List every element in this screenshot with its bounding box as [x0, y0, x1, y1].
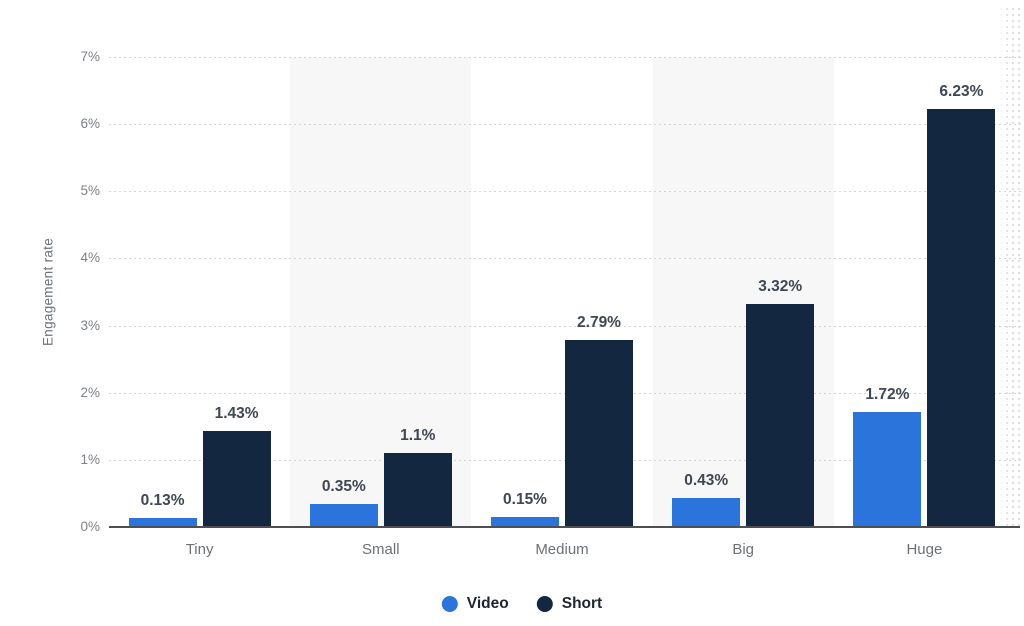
value-label-short-tiny: 1.43% [214, 404, 259, 422]
gridline-4% [109, 258, 1023, 260]
value-label-video-medium: 0.15% [503, 490, 547, 508]
y-tick-0%: 0% [80, 519, 100, 534]
legend-item-video[interactable]: Video [441, 595, 509, 613]
y-tick-7%: 7% [80, 49, 100, 64]
x-category-medium: Medium [535, 541, 589, 558]
y-tick-6%: 6% [80, 116, 100, 132]
x-category-huge: Huge [906, 541, 943, 558]
gridline-3% [109, 325, 1023, 327]
value-label-short-small: 1.1% [400, 427, 436, 445]
video-legend-dot-icon [441, 596, 458, 612]
column-band-small [290, 57, 472, 527]
bar-short-small[interactable] [383, 453, 452, 527]
value-label-video-huge: 1.72% [865, 385, 910, 403]
gridline-6% [109, 124, 1023, 126]
y-tick-1%: 1% [80, 451, 100, 467]
short-legend-dot-icon [536, 596, 553, 612]
value-label-video-small: 0.35% [321, 477, 366, 495]
bar-short-tiny[interactable] [202, 430, 271, 527]
bar-video-big[interactable] [672, 498, 741, 527]
bar-video-small[interactable] [309, 503, 378, 527]
legend-item-short[interactable]: Short [536, 595, 603, 613]
gridline-7% [109, 57, 1023, 58]
x-category-tiny: Tiny [185, 541, 214, 558]
x-axis-baseline [109, 525, 1020, 528]
bar-video-medium[interactable] [491, 516, 559, 527]
dot-pattern-decoration [998, 6, 1022, 527]
value-label-short-big: 3.32% [758, 278, 803, 296]
value-label-short-medium: 2.79% [577, 313, 621, 331]
y-tick-4%: 4% [80, 250, 100, 266]
legend-label-short: Short [561, 595, 603, 612]
y-tick-5%: 5% [80, 183, 100, 199]
bar-video-tiny[interactable] [128, 518, 197, 527]
bar-short-huge[interactable] [927, 108, 996, 527]
value-label-short-huge: 6.23% [939, 82, 984, 100]
value-label-video-big: 0.43% [684, 472, 729, 490]
value-label-video-tiny: 0.13% [140, 492, 185, 510]
y-tick-2%: 2% [80, 384, 100, 400]
legend-label-video: Video [466, 595, 509, 612]
y-tick-3%: 3% [80, 317, 100, 333]
bar-video-huge[interactable] [853, 411, 922, 527]
x-category-small: Small [362, 541, 400, 558]
legend: Video Short [441, 595, 603, 613]
x-category-big: Big [732, 541, 755, 558]
bar-short-big[interactable] [746, 304, 815, 527]
bar-short-medium[interactable] [565, 339, 633, 527]
gridline-5% [109, 191, 1023, 193]
